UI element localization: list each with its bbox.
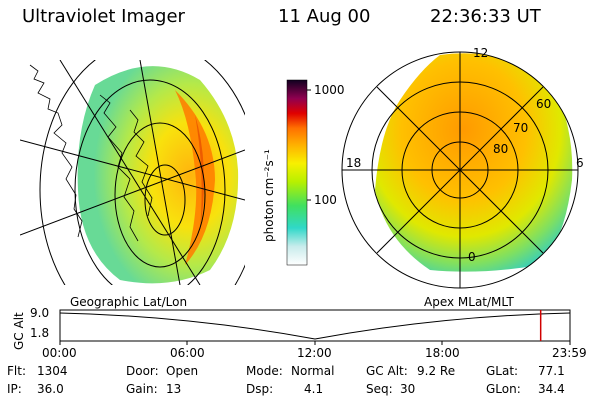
time-tick-0600: 06:00: [170, 346, 205, 360]
time-tick-1200: 12:00: [297, 346, 332, 360]
gcalt-value: 9.2 Re: [417, 364, 456, 378]
lat-label-80: 80: [493, 142, 509, 156]
mlt-label-12: 12: [473, 46, 489, 60]
time-tick-0000: 00:00: [42, 346, 77, 360]
mode-value: Normal: [291, 364, 335, 378]
mlt-label-6: 6: [576, 156, 584, 170]
altitude-ytick-9: 9.0: [30, 306, 50, 320]
mlt-label-18: 18: [346, 156, 362, 170]
glat-value: 77.1: [538, 364, 565, 378]
door-label: Door:: [126, 364, 159, 378]
seq-label: Seq:: [366, 382, 393, 396]
dsp-label: Dsp:: [246, 382, 274, 396]
seq-value: 30: [400, 382, 416, 396]
glon-label: GLon:: [486, 382, 521, 396]
colorbar-tick-1000: 1000: [314, 83, 345, 97]
altitude-plot: [59, 309, 571, 345]
time-label: 22:36:33 UT: [430, 6, 541, 27]
colorbar: [286, 79, 308, 266]
geographic-image-panel: [20, 60, 245, 285]
mode-label: Mode:: [246, 364, 283, 378]
altitude-ylabel: GC Alt: [12, 312, 26, 350]
gain-label: Gain:: [126, 382, 158, 396]
lat-label-60: 60: [536, 97, 552, 111]
altitude-ytick-1.8: 1.8: [30, 326, 50, 340]
colorbar-unit-label: photon cm⁻²s⁻¹: [262, 149, 276, 242]
mlt-label-0: 0: [468, 250, 476, 264]
flt-value: 1304: [37, 364, 68, 378]
flt-label: Flt:: [7, 364, 26, 378]
colorbar-tick-100: 100: [314, 193, 337, 207]
time-tick-2359: 23:59: [552, 346, 587, 360]
glat-label: GLat:: [486, 364, 519, 378]
left-panel-label: Geographic Lat/Lon: [70, 295, 188, 309]
gain-value: 13: [166, 382, 182, 396]
right-panel-label: Apex MLat/MLT: [424, 295, 514, 309]
instrument-title: Ultraviolet Imager: [22, 6, 185, 27]
ip-label: IP:: [7, 382, 22, 396]
time-tick-1800: 18:00: [425, 346, 460, 360]
polar-image-panel: [341, 51, 579, 289]
glon-value: 34.4: [538, 382, 565, 396]
lat-label-70: 70: [513, 121, 529, 135]
gcalt-label: GC Alt:: [366, 364, 408, 378]
dsp-value: 4.1: [304, 382, 324, 396]
date-label: 11 Aug 00: [278, 6, 371, 27]
door-value: Open: [166, 364, 199, 378]
ip-value: 36.0: [37, 382, 64, 396]
